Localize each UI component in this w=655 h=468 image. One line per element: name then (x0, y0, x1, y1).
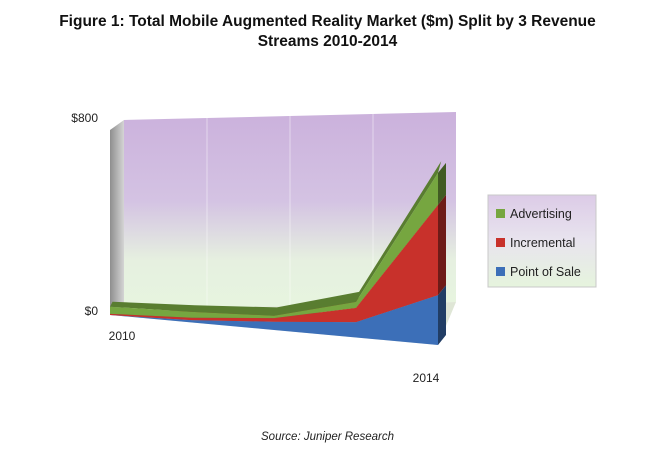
area-side (438, 194, 446, 296)
area-side (438, 162, 446, 205)
y-tick-label-top: $800 (71, 111, 98, 125)
legend-label-advertising: Advertising (510, 207, 572, 221)
legend-swatch-point-of-sale (496, 267, 505, 276)
legend: Advertising Incremental Point of Sale (487, 194, 597, 288)
series-advertising (109, 161, 446, 319)
chart-title: Figure 1: Total Mobile Augmented Reality… (0, 12, 655, 52)
legend-swatch-advertising (496, 209, 505, 218)
area-side (438, 285, 446, 345)
source-note: Source: Juniper Research (261, 431, 394, 443)
chart-title-line-2: Streams 2010-2014 (257, 33, 398, 50)
legend-label-incremental: Incremental (510, 236, 575, 250)
back-wall (124, 112, 456, 310)
x-tick-label-first: 2010 (109, 329, 136, 343)
chart-title-line-1: Figure 1: Total Mobile Augmented Reality… (59, 13, 596, 30)
area-face (110, 295, 438, 345)
legend-box (487, 194, 597, 288)
chart-series (109, 161, 446, 345)
legend-label-point-of-sale: Point of Sale (510, 265, 581, 279)
x-tick-label-last: 2014 (413, 371, 440, 385)
side-wall (110, 120, 124, 315)
legend-swatch-incremental (496, 238, 505, 247)
y-tick-label-bottom: $0 (85, 304, 99, 318)
